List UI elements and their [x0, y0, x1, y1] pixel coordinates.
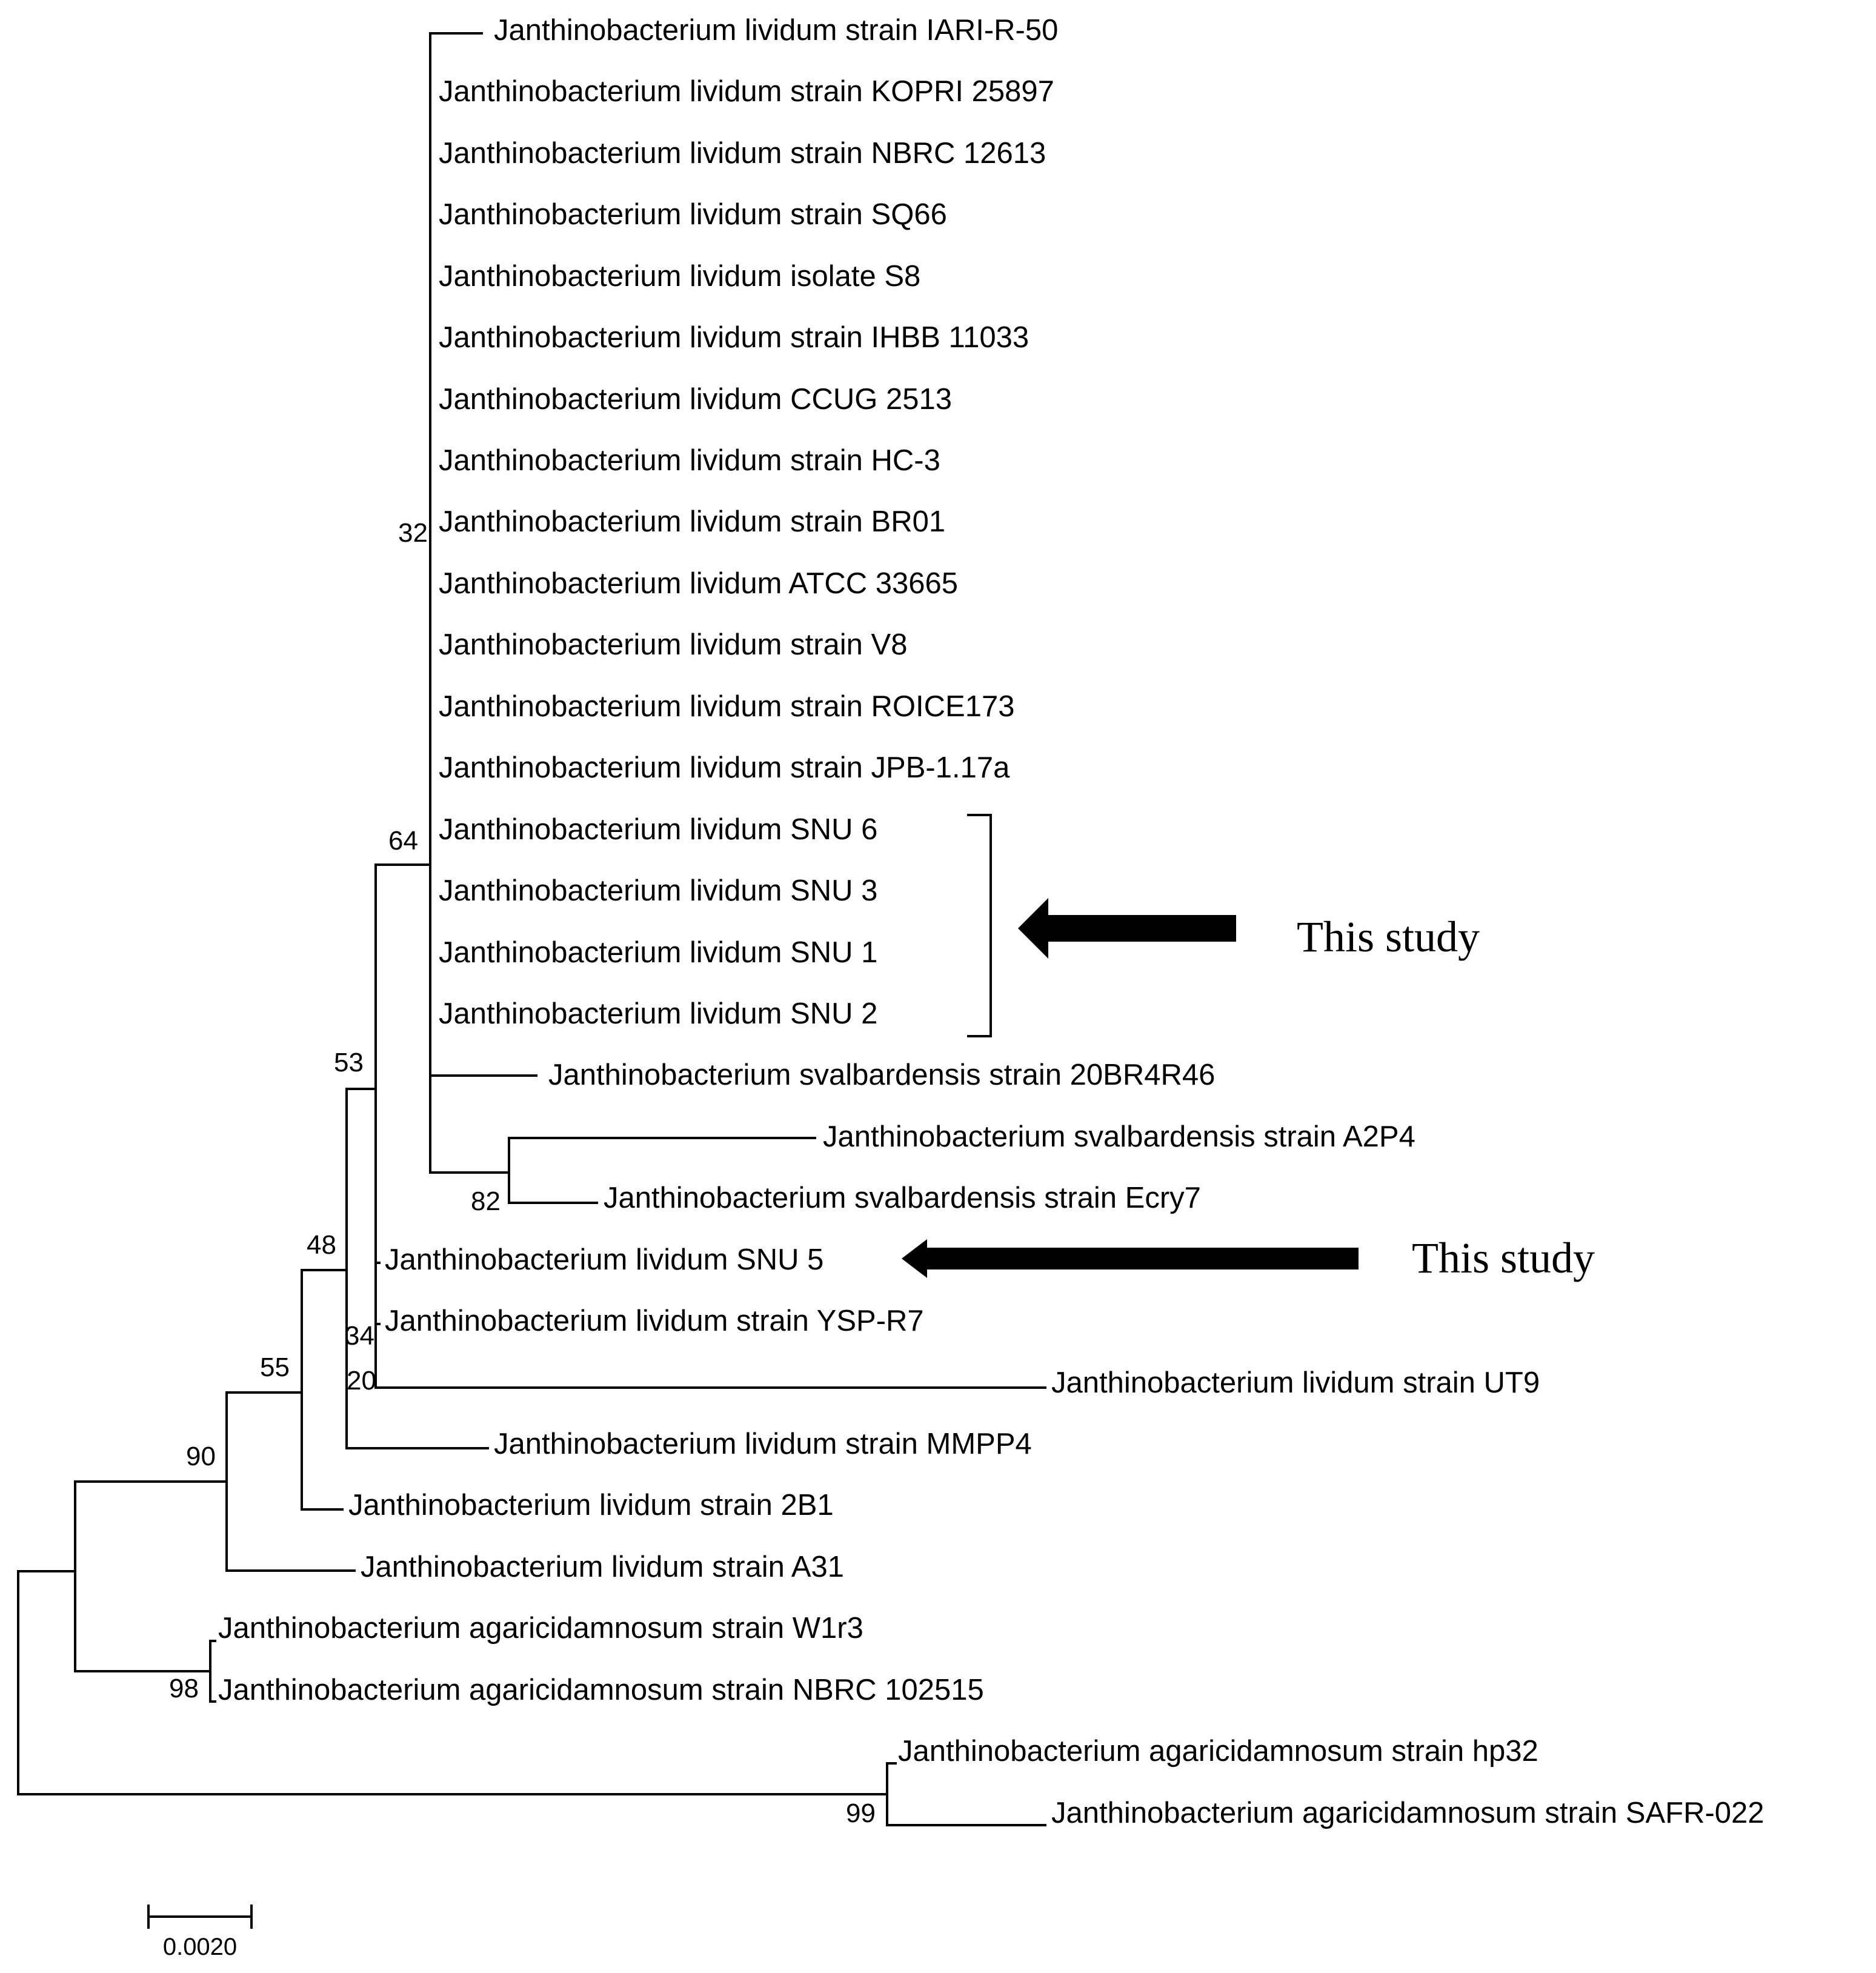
- leaf-label: Janthinobacterium svalbardensis strain A…: [823, 1120, 1415, 1153]
- leaf-label: Janthinobacterium lividum strain ROICE17…: [439, 690, 1014, 723]
- this-study-label: This study: [1412, 1234, 1595, 1282]
- leaf-label: Janthinobacterium agaricidamnosum strain…: [218, 1674, 984, 1706]
- arrow-shaft: [927, 1248, 1359, 1269]
- leaf-label: Janthinobacterium lividum strain KOPRI 2…: [439, 75, 1054, 108]
- scale-bar: 0.0020: [147, 1905, 253, 1960]
- arrow-snu-group: [1018, 898, 1236, 959]
- bootstrap-value: 64: [388, 826, 418, 856]
- arrow-shaft: [1048, 915, 1236, 942]
- bootstrap-value: 82: [471, 1186, 501, 1216]
- leaf-label: Janthinobacterium lividum strain UT9: [1051, 1366, 1540, 1399]
- leaf-label: Janthinobacterium lividum SNU 2: [439, 997, 877, 1030]
- bootstrap-value: 99: [846, 1798, 876, 1828]
- bootstrap-value: 32: [398, 518, 428, 548]
- arrow-head: [902, 1239, 927, 1278]
- leaf-label: Janthinobacterium lividum isolate S8: [439, 260, 920, 293]
- leaf-label: Janthinobacterium lividum SNU 6: [439, 813, 877, 846]
- snu-bracket: [967, 814, 992, 1037]
- bootstrap-value: 98: [169, 1674, 199, 1703]
- leaf-label: Janthinobacterium lividum strain JPB-1.1…: [439, 751, 1010, 784]
- bootstrap-value: 20: [347, 1366, 376, 1396]
- leaf-label: Janthinobacterium lividum CCUG 2513: [439, 383, 952, 416]
- leaf-label: Janthinobacterium lividum strain V8: [439, 628, 907, 661]
- leaf-label: Janthinobacterium lividum strain A31: [361, 1551, 844, 1583]
- this-study-label: This study: [1297, 913, 1480, 961]
- leaf-label: Janthinobacterium lividum strain YSP-R7: [385, 1305, 924, 1337]
- bootstrap-value: 34: [345, 1321, 374, 1351]
- bootstrap-value: 55: [260, 1352, 290, 1382]
- leaf-label: Janthinobacterium lividum SNU 5: [385, 1243, 823, 1276]
- leaf-label: Janthinobacterium lividum strain HC-3: [439, 444, 940, 477]
- scale-bar-label: 0.0020: [163, 1934, 237, 1960]
- leaf-label: Janthinobacterium lividum SNU 3: [439, 874, 877, 907]
- arrow-head: [1018, 898, 1048, 959]
- leaf-label: Janthinobacterium lividum ATCC 33665: [439, 567, 958, 600]
- leaf-label: Janthinobacterium lividum strain NBRC 12…: [439, 137, 1046, 170]
- leaf-label: Janthinobacterium svalbardensis strain 2…: [548, 1059, 1215, 1091]
- arrow-snu5: [902, 1239, 1359, 1278]
- leaf-label: Janthinobacterium agaricidamnosum strain…: [218, 1612, 863, 1645]
- leaf-label: Janthinobacterium lividum SNU 1: [439, 936, 877, 969]
- leaf-label: Janthinobacterium lividum strain BR01: [439, 505, 945, 538]
- leaf-label: Janthinobacterium lividum strain IARI-R-…: [494, 14, 1058, 47]
- bootstrap-value: 53: [334, 1048, 364, 1077]
- leaf-label: Janthinobacterium agaricidamnosum strain…: [898, 1735, 1538, 1768]
- bootstrap-value: 90: [186, 1442, 216, 1471]
- leaf-label: Janthinobacterium lividum strain IHBB 11…: [439, 321, 1029, 354]
- leaf-label: Janthinobacterium lividum strain 2B1: [348, 1489, 834, 1522]
- leaf-label: Janthinobacterium lividum strain MMPP4: [494, 1428, 1032, 1460]
- leaf-label: Janthinobacterium lividum strain SQ66: [439, 198, 947, 231]
- leaf-label: Janthinobacterium svalbardensis strain E…: [604, 1182, 1201, 1214]
- leaf-label: Janthinobacterium agaricidamnosum strain…: [1051, 1797, 1765, 1829]
- bootstrap-value: 48: [307, 1230, 336, 1260]
